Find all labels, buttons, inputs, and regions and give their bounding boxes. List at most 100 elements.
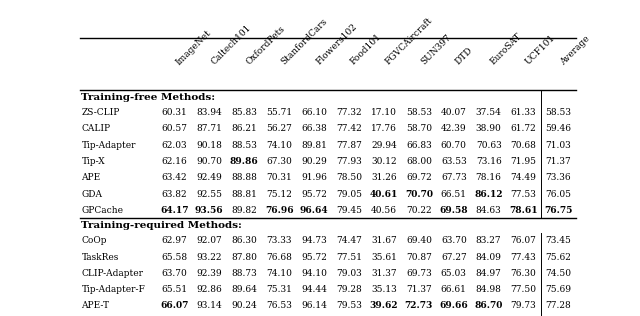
- Text: 64.17: 64.17: [160, 206, 189, 215]
- Text: 77.43: 77.43: [511, 252, 536, 262]
- Text: 60.70: 60.70: [441, 141, 467, 149]
- Text: 31.26: 31.26: [371, 173, 397, 182]
- Text: 74.50: 74.50: [545, 269, 572, 278]
- Text: 66.83: 66.83: [406, 141, 432, 149]
- Text: 63.53: 63.53: [441, 157, 467, 166]
- Text: 71.37: 71.37: [406, 285, 432, 294]
- Text: GPCache: GPCache: [81, 206, 124, 215]
- Text: 39.62: 39.62: [369, 301, 398, 310]
- Text: 70.22: 70.22: [406, 206, 431, 215]
- Text: 63.82: 63.82: [161, 190, 187, 198]
- Text: 76.05: 76.05: [545, 190, 572, 198]
- Text: 79.73: 79.73: [511, 301, 536, 310]
- Text: 85.83: 85.83: [231, 108, 257, 117]
- Text: Food101: Food101: [349, 32, 383, 66]
- Text: 58.70: 58.70: [406, 124, 432, 133]
- Text: 61.72: 61.72: [511, 124, 536, 133]
- Text: 95.72: 95.72: [301, 252, 327, 262]
- Text: 62.16: 62.16: [161, 157, 188, 166]
- Text: 89.81: 89.81: [301, 141, 327, 149]
- Text: Caltech101: Caltech101: [209, 23, 253, 66]
- Text: Tip-Adapter-F: Tip-Adapter-F: [81, 285, 145, 294]
- Text: 67.30: 67.30: [266, 157, 292, 166]
- Text: 83.27: 83.27: [476, 236, 502, 245]
- Text: APE-T: APE-T: [81, 301, 109, 310]
- Text: 58.53: 58.53: [406, 108, 432, 117]
- Text: 77.53: 77.53: [511, 190, 536, 198]
- Text: EuroSAT: EuroSAT: [489, 32, 524, 66]
- Text: 84.98: 84.98: [476, 285, 502, 294]
- Text: 96.64: 96.64: [300, 206, 328, 215]
- Text: 66.38: 66.38: [301, 124, 327, 133]
- Text: 60.57: 60.57: [161, 124, 188, 133]
- Text: 58.53: 58.53: [545, 108, 572, 117]
- Text: 40.56: 40.56: [371, 206, 397, 215]
- Text: 70.87: 70.87: [406, 252, 432, 262]
- Text: 56.27: 56.27: [266, 124, 292, 133]
- Text: 31.37: 31.37: [371, 269, 397, 278]
- Text: 65.58: 65.58: [161, 252, 188, 262]
- Text: OxfordPets: OxfordPets: [244, 24, 287, 66]
- Text: 84.09: 84.09: [476, 252, 502, 262]
- Text: 86.70: 86.70: [474, 301, 503, 310]
- Text: 40.07: 40.07: [441, 108, 467, 117]
- Text: CALIP: CALIP: [81, 124, 111, 133]
- Text: 92.07: 92.07: [196, 236, 222, 245]
- Text: 89.86: 89.86: [230, 157, 259, 166]
- Text: 67.27: 67.27: [441, 252, 467, 262]
- Text: 76.30: 76.30: [511, 269, 536, 278]
- Text: 77.93: 77.93: [336, 157, 362, 166]
- Text: 70.63: 70.63: [476, 141, 502, 149]
- Text: 73.45: 73.45: [545, 236, 572, 245]
- Text: FGVCAircraft: FGVCAircraft: [384, 16, 435, 66]
- Text: 74.49: 74.49: [511, 173, 536, 182]
- Text: 86.30: 86.30: [231, 236, 257, 245]
- Text: 90.18: 90.18: [196, 141, 222, 149]
- Text: Training-required Methods:: Training-required Methods:: [81, 221, 243, 230]
- Text: 92.86: 92.86: [196, 285, 222, 294]
- Text: 79.05: 79.05: [336, 190, 362, 198]
- Text: Average: Average: [559, 33, 591, 66]
- Text: 67.73: 67.73: [441, 173, 467, 182]
- Text: 71.95: 71.95: [511, 157, 536, 166]
- Text: 62.03: 62.03: [161, 141, 187, 149]
- Text: 96.14: 96.14: [301, 301, 327, 310]
- Text: 74.10: 74.10: [266, 141, 292, 149]
- Text: 86.21: 86.21: [231, 124, 257, 133]
- Text: 92.55: 92.55: [196, 190, 222, 198]
- Text: ImageNet: ImageNet: [174, 28, 213, 66]
- Text: 88.53: 88.53: [231, 141, 257, 149]
- Text: 89.64: 89.64: [231, 285, 257, 294]
- Text: 77.42: 77.42: [336, 124, 362, 133]
- Text: SUN397: SUN397: [419, 33, 452, 66]
- Text: 84.63: 84.63: [476, 206, 502, 215]
- Text: ZS-CLIP: ZS-CLIP: [81, 108, 120, 117]
- Text: 86.12: 86.12: [474, 190, 503, 198]
- Text: 92.49: 92.49: [196, 173, 222, 182]
- Text: 66.10: 66.10: [301, 108, 327, 117]
- Text: 40.61: 40.61: [370, 190, 398, 198]
- Text: 66.61: 66.61: [441, 285, 467, 294]
- Text: Tip-Adapter: Tip-Adapter: [81, 141, 136, 149]
- Text: 91.96: 91.96: [301, 173, 327, 182]
- Text: DTD: DTD: [454, 46, 475, 66]
- Text: 55.71: 55.71: [266, 108, 292, 117]
- Text: 63.70: 63.70: [161, 269, 188, 278]
- Text: 77.50: 77.50: [511, 285, 536, 294]
- Text: 69.58: 69.58: [440, 206, 468, 215]
- Text: 76.53: 76.53: [266, 301, 292, 310]
- Text: 94.73: 94.73: [301, 236, 327, 245]
- Text: 78.50: 78.50: [336, 173, 362, 182]
- Text: 79.28: 79.28: [336, 285, 362, 294]
- Text: 62.97: 62.97: [161, 236, 188, 245]
- Text: 29.94: 29.94: [371, 141, 397, 149]
- Text: 93.22: 93.22: [196, 252, 222, 262]
- Text: 77.87: 77.87: [336, 141, 362, 149]
- Text: 83.94: 83.94: [196, 108, 222, 117]
- Text: 61.33: 61.33: [511, 108, 536, 117]
- Text: 87.80: 87.80: [231, 252, 257, 262]
- Text: APE: APE: [81, 173, 100, 182]
- Text: 73.36: 73.36: [546, 173, 572, 182]
- Text: 63.70: 63.70: [441, 236, 467, 245]
- Text: 95.72: 95.72: [301, 190, 327, 198]
